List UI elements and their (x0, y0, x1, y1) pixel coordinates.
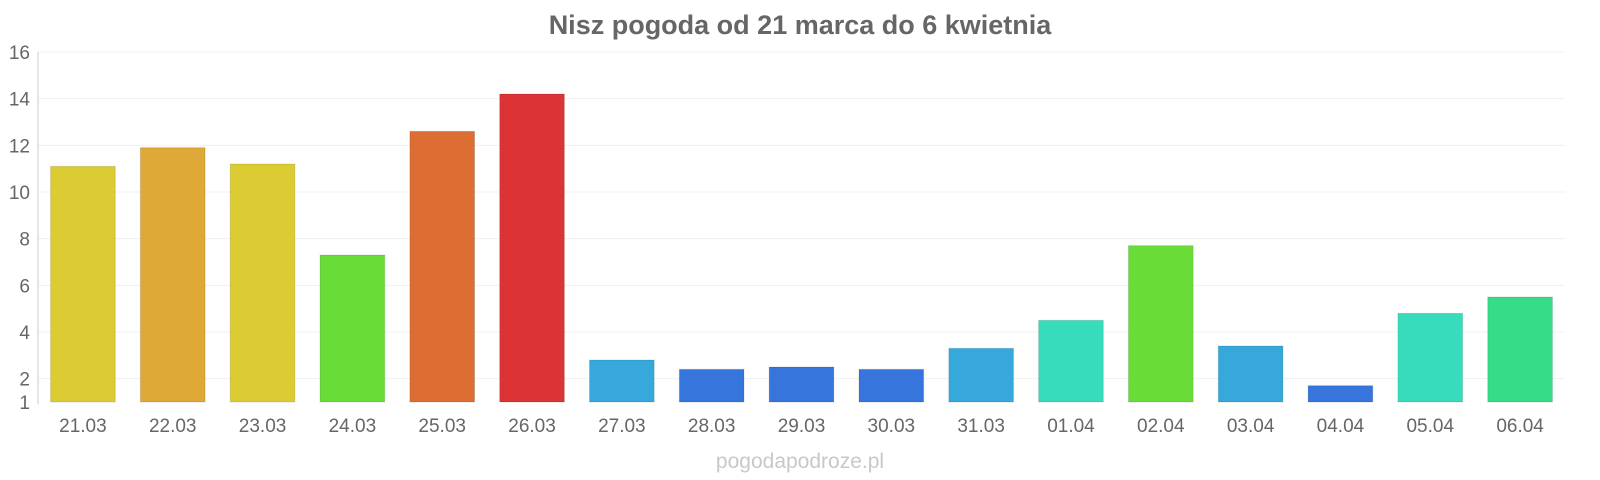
x-tick-label: 31.03 (957, 416, 1005, 437)
bar-25.03 (409, 130, 476, 403)
x-tick-label: 01.04 (1047, 416, 1095, 437)
x-tick-label: 05.04 (1406, 416, 1454, 437)
bar-06.04 (1487, 296, 1553, 403)
x-tick-label: 26.03 (508, 416, 556, 437)
x-tick-label: 06.04 (1496, 416, 1544, 437)
x-tick-label: 30.03 (868, 416, 916, 437)
x-tick-label: 25.03 (418, 416, 466, 437)
bar-05.04 (1397, 312, 1464, 403)
y-axis-ticks: 12 4 6 8 10 12 14 16 (9, 43, 31, 414)
y-tick-label: 10 (9, 183, 30, 204)
x-axis-ticks: 21.03 22.03 23.03 24.03 25.03 26.03 27.03 28.03… (59, 416, 1544, 437)
bar-28.03 (678, 368, 745, 403)
x-tick-label: 02.04 (1137, 416, 1185, 437)
bar-24.03 (319, 254, 386, 403)
x-tick-label: 27.03 (598, 416, 646, 437)
bar-22.03 (139, 147, 206, 403)
x-tick-label: 29.03 (778, 416, 826, 437)
y-tick-label: 6 (19, 276, 30, 297)
x-tick-label: 22.03 (149, 416, 197, 437)
bar-23.03 (229, 163, 296, 403)
y-tick-label: 14 (9, 90, 31, 111)
y-tick-label: 16 (9, 43, 30, 64)
chart-title: Nisz pogoda od 21 marca do 6 kwietnia (548, 10, 1052, 40)
bar-30.03 (858, 368, 925, 403)
bar-04.04 (1307, 385, 1374, 403)
x-tick-label: 04.04 (1317, 416, 1365, 437)
x-tick-label: 23.03 (239, 416, 287, 437)
y-tick-label: 4 (19, 323, 30, 344)
bar-21.03 (50, 165, 116, 403)
y-tick-label: 1 (19, 393, 30, 414)
bar-31.03 (948, 347, 1014, 403)
x-tick-label: 28.03 (688, 416, 736, 437)
bars (50, 93, 1553, 403)
x-tick-label: 03.04 (1227, 416, 1275, 437)
y-tick-label: 12 (9, 136, 30, 157)
bar-29.03 (768, 366, 835, 403)
bar-03.04 (1217, 345, 1284, 403)
bar-01.04 (1038, 319, 1104, 403)
y-tick-label: 2 (19, 370, 30, 391)
y-tick-label: 8 (19, 230, 30, 251)
bar-26.03 (499, 93, 565, 403)
bar-02.04 (1127, 245, 1194, 403)
site-watermark: pogodapodroze.pl (715, 450, 885, 473)
x-tick-label: 24.03 (329, 416, 377, 437)
bar-27.03 (589, 359, 655, 403)
x-tick-label: 21.03 (59, 416, 107, 437)
